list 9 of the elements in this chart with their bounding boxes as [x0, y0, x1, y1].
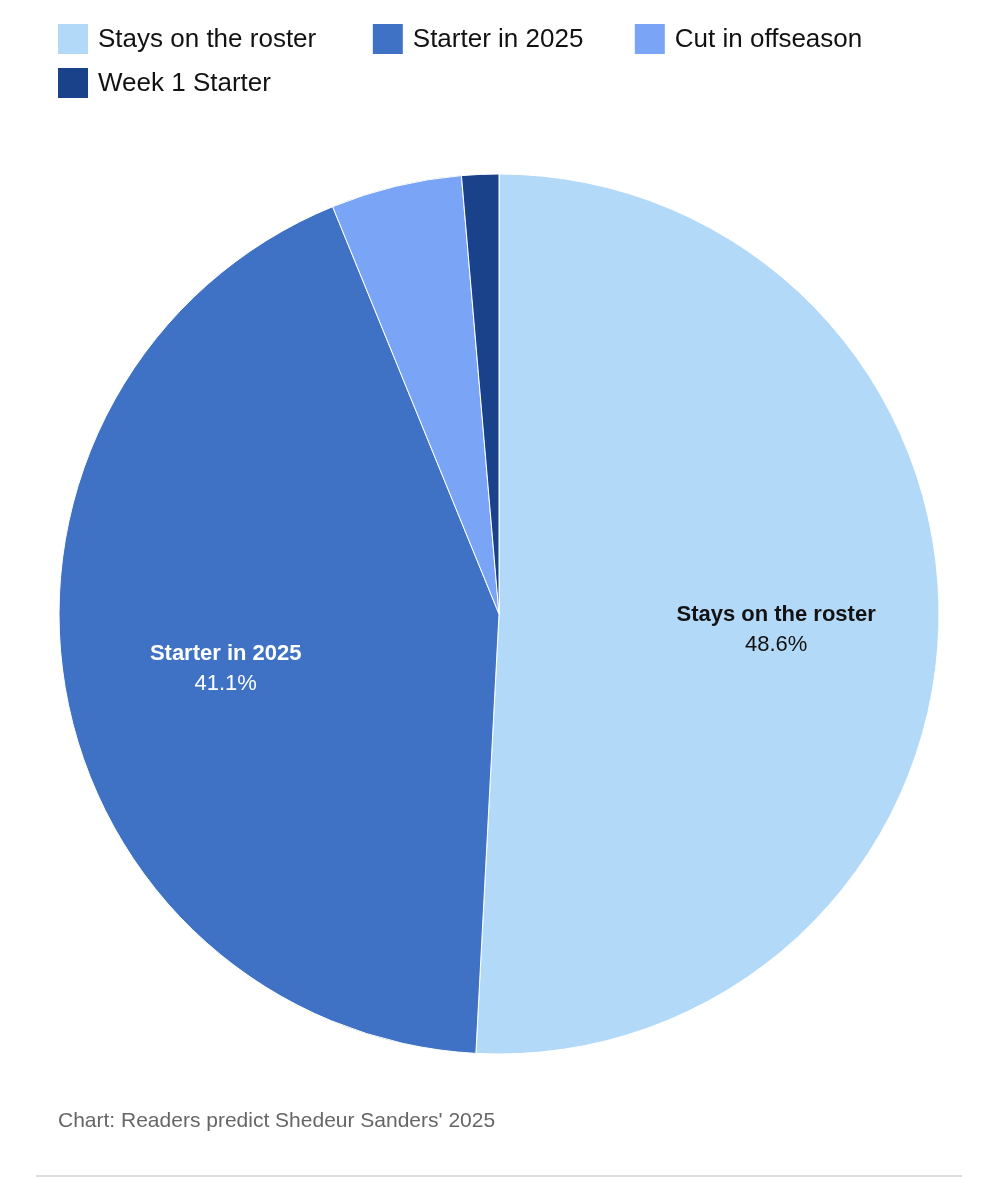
legend-label: Starter in 2025: [412, 23, 584, 53]
data-label: 48.6%: [744, 631, 808, 657]
legend-label: Stays on the roster: [98, 23, 317, 53]
legend-label: Cut in offseason: [674, 23, 863, 53]
slice-label: Starter in 2025: [149, 640, 302, 666]
slice-label: Stays on the roster: [676, 601, 877, 627]
text: Chart: Readers predict Shedeur Sanders' 2025: [58, 1108, 496, 1131]
legend-label: Week 1 Starter: [98, 67, 272, 97]
data-label: 41.1%: [194, 670, 257, 696]
